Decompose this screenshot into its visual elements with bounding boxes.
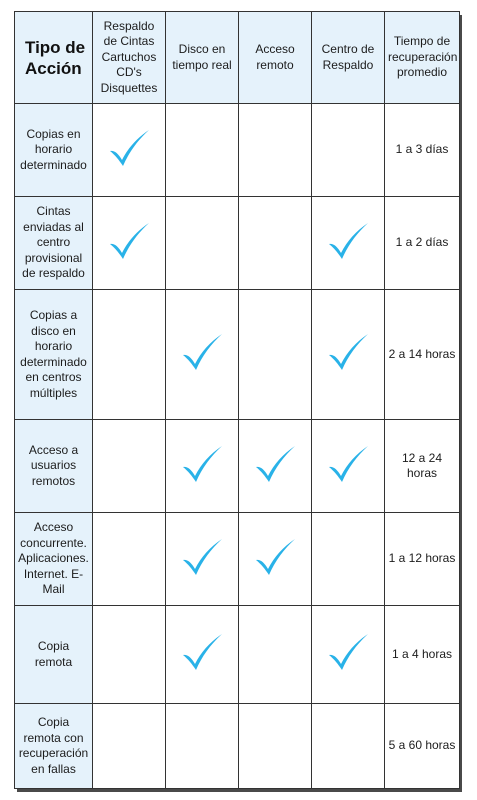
- action-cell: Copia remota con recuperación en fallas: [14, 703, 93, 789]
- check-cell: [165, 605, 239, 704]
- checkmark-icon: [326, 332, 370, 372]
- header-title: Tipo de Acción: [14, 11, 93, 104]
- comparison-table: Tipo de Acción Respaldo de Cintas Cartuc…: [14, 11, 460, 789]
- time-cell: 1 a 3 días: [384, 103, 460, 197]
- check-cell: [92, 512, 166, 606]
- check-cell: [92, 103, 166, 197]
- check-cell: [311, 512, 385, 606]
- check-cell: [238, 419, 312, 513]
- column-header-tapes: Respaldo de Cintas Cartuchos CD's Disque…: [92, 11, 166, 104]
- table-row: Copia remota 1 a 4 horas: [14, 605, 460, 704]
- time-cell: 1 a 12 horas: [384, 512, 460, 606]
- column-header-remote-access: Acceso remoto: [238, 11, 312, 104]
- table-row: Cintas enviadas al centro provisional de…: [14, 196, 460, 290]
- header-row: Tipo de Acción Respaldo de Cintas Cartuc…: [14, 11, 460, 104]
- action-cell: Copias a disco en horario determinado en…: [14, 289, 93, 420]
- checkmark-icon: [180, 444, 224, 484]
- column-header-backup-center: Centro de Respaldo: [311, 11, 385, 104]
- check-cell: [311, 703, 385, 789]
- table-row: Copias a disco en horario determinado en…: [14, 289, 460, 420]
- check-cell: [311, 419, 385, 513]
- checkmark-icon: [107, 128, 151, 168]
- checkmark-icon: [326, 632, 370, 672]
- check-cell: [165, 419, 239, 513]
- checkmark-icon: [253, 537, 297, 577]
- checkmark-icon: [326, 444, 370, 484]
- check-cell: [165, 512, 239, 606]
- table-row: Acceso concurrente. Aplicaciones. Intern…: [14, 512, 460, 606]
- checkmark-icon: [253, 444, 297, 484]
- check-cell: [92, 605, 166, 704]
- time-cell: 1 a 4 horas: [384, 605, 460, 704]
- check-cell: [238, 103, 312, 197]
- table-row: Copias en horario determinado 1 a 3 días: [14, 103, 460, 197]
- checkmark-icon: [180, 537, 224, 577]
- action-cell: Cintas enviadas al centro provisional de…: [14, 196, 93, 290]
- action-cell: Copia remota: [14, 605, 93, 704]
- checkmark-icon: [180, 332, 224, 372]
- check-cell: [165, 289, 239, 420]
- action-cell: Acceso concurrente. Aplicaciones. Intern…: [14, 512, 93, 606]
- time-cell: 1 a 2 días: [384, 196, 460, 290]
- table-row: Acceso a usuarios remotos 12 a 24 horas: [14, 419, 460, 513]
- check-cell: [165, 196, 239, 290]
- check-cell: [311, 103, 385, 197]
- check-cell: [92, 419, 166, 513]
- check-cell: [311, 196, 385, 290]
- check-cell: [311, 605, 385, 704]
- time-cell: 12 a 24 horas: [384, 419, 460, 513]
- check-cell: [238, 605, 312, 704]
- check-cell: [238, 289, 312, 420]
- column-header-recovery-time: Tiempo de recuperación promedio: [384, 11, 460, 104]
- check-cell: [238, 703, 312, 789]
- header-title-line2: Acción: [25, 58, 82, 78]
- checkmark-icon: [180, 632, 224, 672]
- check-cell: [311, 289, 385, 420]
- table-row: Copia remota con recuperación en fallas …: [14, 703, 460, 789]
- check-cell: [92, 196, 166, 290]
- check-cell: [92, 703, 166, 789]
- check-cell: [238, 196, 312, 290]
- time-cell: 5 a 60 horas: [384, 703, 460, 789]
- action-cell: Copias en horario determinado: [14, 103, 93, 197]
- checkmark-icon: [107, 221, 151, 261]
- checkmark-icon: [326, 221, 370, 261]
- action-cell: Acceso a usuarios remotos: [14, 419, 93, 513]
- check-cell: [92, 289, 166, 420]
- column-header-realtime-disk: Disco en tiempo real: [165, 11, 239, 104]
- check-cell: [165, 103, 239, 197]
- check-cell: [165, 703, 239, 789]
- check-cell: [238, 512, 312, 606]
- header-title-line1: Tipo de: [25, 37, 86, 57]
- time-cell: 2 a 14 horas: [384, 289, 460, 420]
